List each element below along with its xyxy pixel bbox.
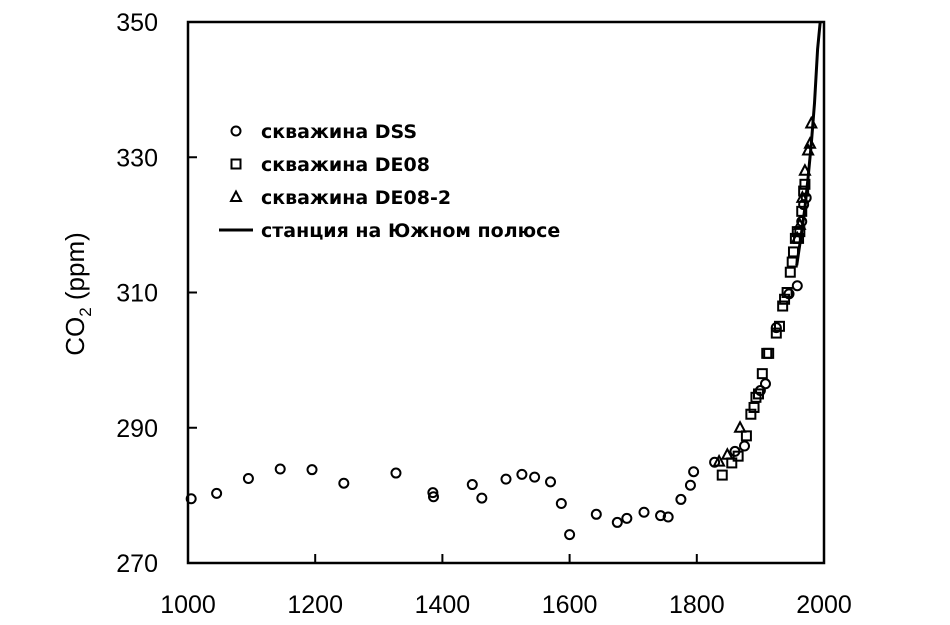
circle-point bbox=[185, 493, 197, 505]
square-point bbox=[770, 327, 782, 339]
circle-point bbox=[211, 487, 223, 499]
tick-marks bbox=[187, 21, 825, 564]
legend-label: скважина DE08 bbox=[261, 154, 430, 176]
x-tick-label: 1400 bbox=[415, 591, 471, 619]
x-tick-label: 2000 bbox=[796, 591, 852, 619]
square-point bbox=[752, 388, 764, 400]
square-point bbox=[750, 391, 762, 403]
square-point bbox=[781, 287, 793, 298]
square-point bbox=[786, 256, 798, 268]
circle-point bbox=[684, 479, 696, 491]
circle-point bbox=[427, 491, 439, 503]
legend-label: станция на Южном полюсе bbox=[261, 220, 560, 242]
south-pole-line bbox=[795, 21, 822, 266]
y-axis-label: CO2 (ppm) bbox=[60, 232, 95, 356]
triangle-point bbox=[733, 420, 747, 433]
circle-point bbox=[555, 497, 567, 509]
legend-square-swatch bbox=[230, 158, 242, 170]
square-point bbox=[799, 178, 811, 190]
circle-point bbox=[638, 506, 650, 518]
square-point bbox=[745, 408, 757, 420]
x-tick-labels: 1000 1200 1400 1600 1800 2000 bbox=[160, 591, 852, 619]
x-tick-label: 1600 bbox=[542, 591, 598, 619]
square-point bbox=[784, 266, 796, 278]
data-layer bbox=[185, 21, 822, 541]
square-point bbox=[773, 320, 785, 332]
square-point bbox=[748, 401, 760, 413]
circle-point bbox=[242, 472, 254, 484]
circle-point bbox=[338, 477, 350, 489]
square-point bbox=[716, 469, 728, 481]
square-point bbox=[787, 246, 799, 258]
legend-triangle-swatch bbox=[229, 189, 243, 202]
plot-frame bbox=[186, 20, 826, 565]
circle-point bbox=[274, 463, 286, 475]
y-axis-label-subscript: 2 bbox=[76, 307, 95, 316]
circle-point bbox=[662, 511, 674, 523]
square-point bbox=[763, 347, 775, 359]
circle-point bbox=[590, 508, 602, 520]
circle-point bbox=[655, 510, 667, 522]
circle-point bbox=[500, 473, 512, 485]
y-tick-label: 290 bbox=[116, 415, 158, 443]
triangle-point bbox=[712, 453, 726, 467]
circle-point bbox=[791, 280, 803, 292]
circle-point bbox=[427, 487, 439, 499]
circle-point bbox=[306, 464, 318, 476]
y-tick-label: 350 bbox=[116, 9, 158, 37]
x-tick-label: 1000 bbox=[160, 591, 216, 619]
circle-point bbox=[476, 492, 488, 504]
triangle-point bbox=[720, 447, 734, 460]
square-point bbox=[777, 300, 789, 312]
legend-circle-swatch bbox=[230, 125, 242, 137]
circle-point bbox=[516, 468, 528, 480]
square-point bbox=[779, 293, 791, 305]
circle-point bbox=[611, 516, 623, 528]
circle-point bbox=[759, 378, 771, 390]
y-tick-label: 330 bbox=[116, 144, 158, 172]
x-tick-label: 1200 bbox=[287, 591, 343, 619]
y-tick-label: 310 bbox=[116, 280, 158, 308]
circle-point bbox=[621, 512, 633, 524]
y-tick-labels: 270 290 310 330 350 bbox=[116, 9, 158, 578]
circle-point bbox=[675, 493, 687, 505]
legend-label: скважина DSS bbox=[261, 121, 417, 143]
circle-point bbox=[709, 456, 721, 468]
x-tick-label: 1800 bbox=[669, 591, 725, 619]
circle-point bbox=[390, 467, 402, 479]
y-tick-label: 270 bbox=[116, 550, 158, 578]
square-point bbox=[756, 368, 768, 380]
square-point bbox=[796, 205, 808, 217]
circle-point bbox=[739, 440, 750, 452]
square-point bbox=[732, 450, 744, 462]
circle-point bbox=[529, 471, 541, 483]
circle-point bbox=[466, 479, 478, 491]
circle-point bbox=[688, 466, 700, 478]
legend-label: скважина DE08-2 bbox=[261, 187, 451, 209]
square-point bbox=[740, 430, 752, 442]
legend: скважина DSS скважина DE08 скважина DE08-2… bbox=[219, 121, 560, 242]
circle-point bbox=[545, 476, 557, 488]
circle-point bbox=[564, 529, 576, 541]
